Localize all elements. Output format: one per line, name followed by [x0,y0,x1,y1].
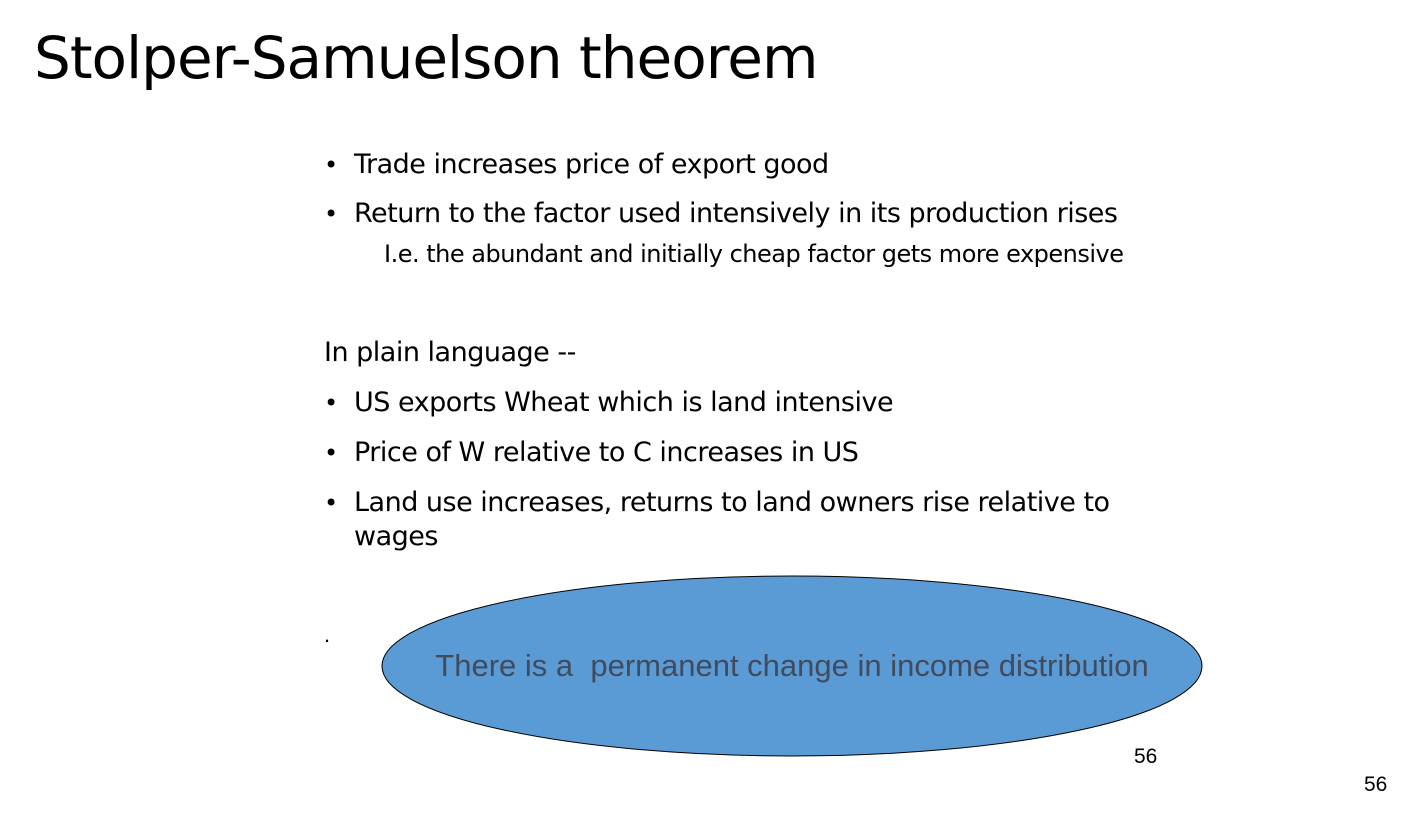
ellipse-shape [381,575,1203,757]
bullet-item: • Land use increases, returns to land ow… [324,486,1184,554]
bullet-item: • Return to the factor used intensively … [324,197,1204,231]
bullet-text: Price of W relative to C increases in US [354,437,859,468]
page-number-outer: 56 [1364,773,1388,796]
bullet-marker: • [324,389,339,417]
callout-text: There is a permanent change in income di… [435,648,1149,683]
bullet-text: US exports Wheat which is land intensive [354,387,894,418]
slide-title: Stolper-Samuelson theorem [34,24,818,92]
page-number-inner: 56 [1134,745,1158,768]
bullet-item: • US exports Wheat which is land intensi… [324,386,1204,420]
bullet-item: • Price of W relative to C increases in … [324,436,1204,470]
sub-bullet-text: I.e. the abundant and initially cheap fa… [384,240,1124,268]
bullet-marker: • [324,439,339,467]
bullet-item: • Trade increases price of export good [324,148,1204,182]
bullet-text: Return to the factor used intensively in… [354,198,1118,229]
bullet-text: Land use increases, returns to land owne… [354,487,1110,552]
bullet-marker: • [324,200,339,228]
bullet-text: Trade increases price of export good [354,149,829,180]
trailing-period: . [324,622,331,647]
plain-language-heading: In plain language -- [324,337,576,368]
bullet-marker: • [324,489,339,517]
bullet-marker: • [324,151,339,179]
callout-ellipse: There is a permanent change in income di… [381,575,1203,757]
